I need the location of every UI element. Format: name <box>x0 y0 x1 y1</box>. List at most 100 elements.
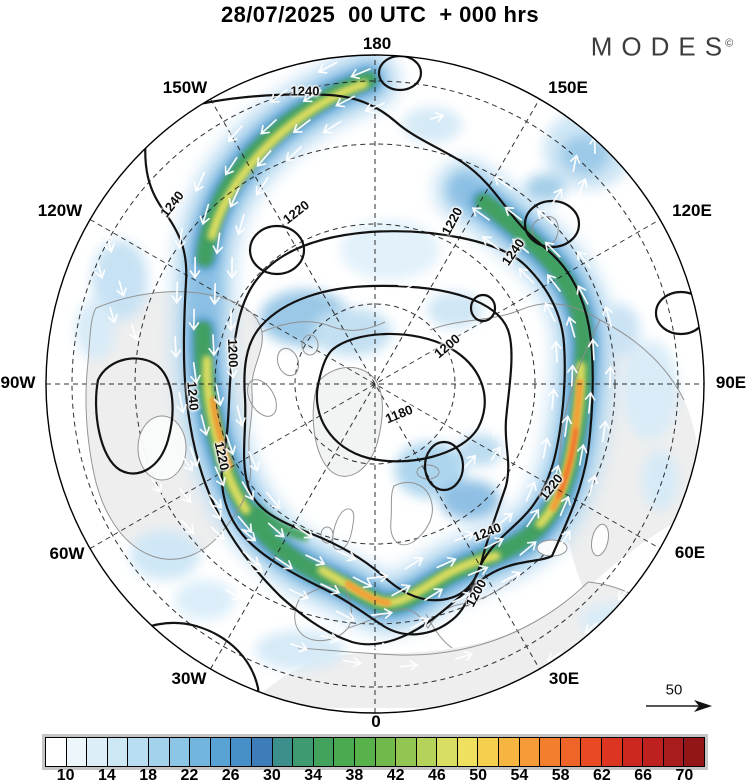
lon-label-60w: 60W <box>49 544 85 563</box>
wind-arrow <box>525 481 537 502</box>
colorbar-cell-13 <box>312 737 335 767</box>
wind-arrow <box>604 365 616 389</box>
colorbar-cell-31 <box>683 737 705 767</box>
wind-arrow <box>546 274 561 292</box>
wind-arrow <box>349 291 365 302</box>
wind-arrow <box>335 95 355 108</box>
wind-arrow <box>370 608 394 619</box>
wind-arrows <box>94 61 657 671</box>
wind-arrow <box>171 281 183 305</box>
wind-arrow <box>213 384 225 407</box>
colorbar-tick-66: 66 <box>634 767 653 782</box>
colorbar-cell-19 <box>436 737 458 767</box>
wind-arrow <box>551 188 563 204</box>
colorbar-cell-25 <box>559 737 582 767</box>
colorbar-tick-34: 34 <box>304 767 323 782</box>
wind-arrow <box>178 487 192 504</box>
wind-arrow <box>474 625 493 636</box>
wind-arrow <box>540 437 552 460</box>
wind-arrow <box>210 526 225 541</box>
wind-arrow <box>645 578 657 593</box>
wind-arrow <box>248 451 260 472</box>
colorbar-tick-54: 54 <box>510 767 529 782</box>
wind-arrow <box>424 588 444 601</box>
wind-arrow <box>566 364 578 387</box>
wind-arrow <box>364 102 385 114</box>
wind-arrow <box>484 537 505 549</box>
wind-arrow <box>520 161 534 173</box>
wind-arrow <box>116 280 127 298</box>
wind-arrow <box>292 119 311 134</box>
colorbar-cell-21 <box>477 737 500 767</box>
colorbar-cell-17 <box>395 737 417 767</box>
lon-label-120w: 120W <box>37 201 83 220</box>
wind-arrow <box>237 515 253 534</box>
colorbar-cell-29 <box>642 737 664 767</box>
wind-arrow <box>492 420 502 436</box>
colorbar-cell-16 <box>374 737 397 767</box>
wind-arrow <box>577 178 588 195</box>
lon-label-30w: 30W <box>171 669 207 688</box>
wind-arrow <box>274 556 294 570</box>
blue-patches <box>75 107 678 670</box>
wind-arrow <box>256 149 272 168</box>
wind-arrow <box>399 660 419 671</box>
wind-arrow <box>320 583 341 595</box>
wind-arrow <box>576 443 588 466</box>
wind-arrow <box>214 466 226 487</box>
wind-arrow <box>336 549 357 562</box>
wind-arrow <box>576 250 591 269</box>
colorbar-cell-12 <box>292 737 314 767</box>
colorbar-cell-1 <box>65 737 88 767</box>
wind-arrow <box>150 477 162 494</box>
colorbar-tick-10: 10 <box>56 767 75 782</box>
wind-arrow <box>267 522 285 538</box>
wind-arrow <box>288 588 310 601</box>
wind-arrow <box>557 530 571 549</box>
wind-arrow <box>225 434 236 456</box>
wind-arrow <box>536 209 554 225</box>
wind-arrow <box>227 125 243 143</box>
graticule <box>46 55 704 713</box>
wind-arrow <box>305 554 326 566</box>
wind-arrow <box>176 391 188 414</box>
wind-arrow <box>464 454 477 468</box>
colorbar-cell-9 <box>230 737 252 767</box>
wind-arrow <box>199 203 210 226</box>
wind-arrow <box>190 362 201 385</box>
wind-arrow <box>547 388 559 411</box>
contour-1240 <box>144 93 594 646</box>
map-interior <box>46 55 704 713</box>
colorbar-tick-50: 50 <box>469 767 488 782</box>
wind-arrow <box>299 171 315 182</box>
colorbar-cell-7 <box>189 737 211 767</box>
wind-arrow <box>543 302 556 322</box>
lon-label-0: 0 <box>371 712 381 731</box>
wind-arrow <box>285 146 302 162</box>
lon-label-90e: 90E <box>715 373 747 392</box>
colorbar-cell-20 <box>456 737 479 767</box>
wind-arrow <box>409 617 430 630</box>
contour-1180 <box>315 332 486 463</box>
wind-arrow <box>226 256 238 280</box>
reference-arrow <box>646 700 712 712</box>
wind-arrow <box>289 642 309 653</box>
wind-arrow <box>208 334 220 357</box>
wind-arrow <box>467 564 489 576</box>
wind-arrow <box>209 500 222 521</box>
wind-arrow <box>561 414 573 438</box>
wind-arrow <box>209 494 223 509</box>
wind-arrow <box>404 556 424 570</box>
contour-1220 <box>220 230 566 636</box>
colorbar-cell-14 <box>333 737 355 767</box>
wind-arrow <box>397 279 414 291</box>
wind-arrow <box>551 464 562 487</box>
modes-logo-mark: © <box>725 37 734 50</box>
wind-arrow <box>193 171 206 193</box>
lon-label-90w: 90W <box>0 373 36 392</box>
wind-arrow <box>265 491 281 510</box>
colorbar-cell-18 <box>415 737 438 767</box>
colorbar-tick-46: 46 <box>427 767 446 782</box>
